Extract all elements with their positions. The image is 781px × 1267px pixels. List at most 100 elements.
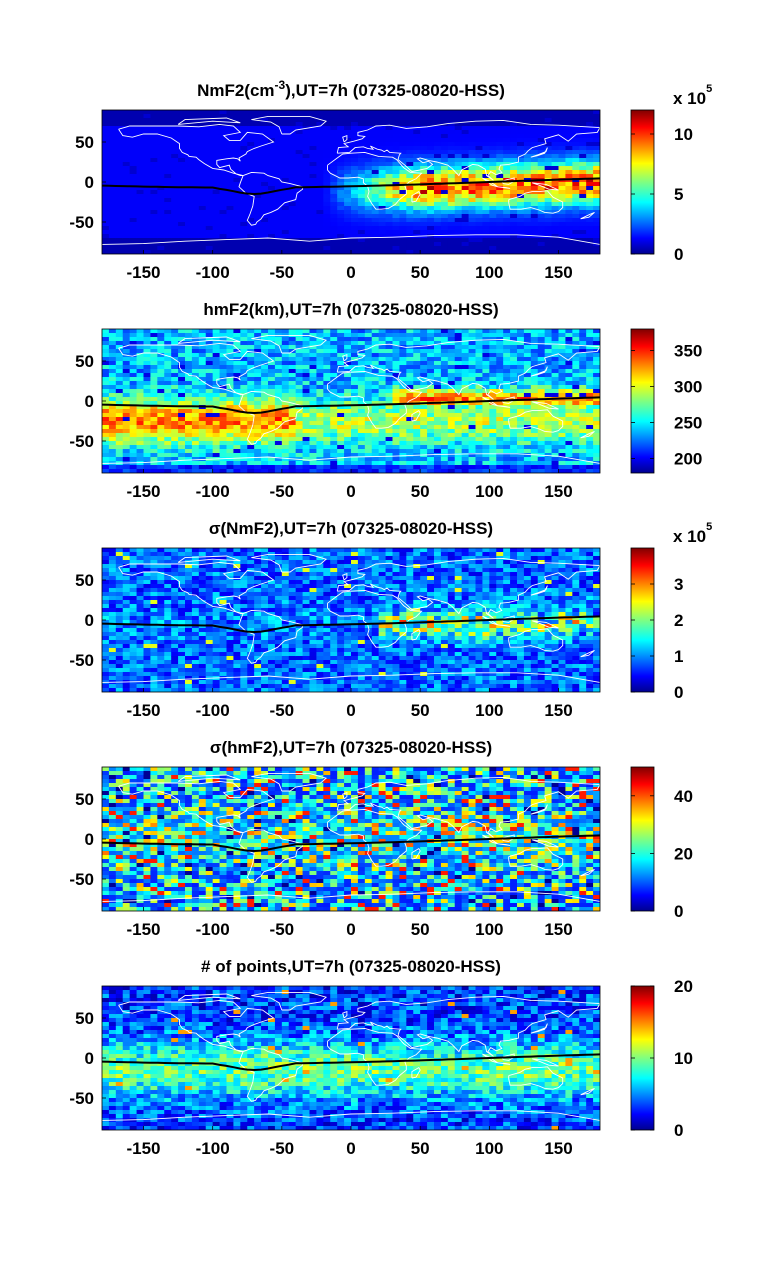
heatmap-cell — [399, 421, 407, 426]
heatmap-cell — [364, 397, 373, 402]
heatmap-cell — [385, 389, 393, 394]
heatmap-cell — [461, 226, 469, 231]
heatmap-cell — [593, 246, 600, 251]
heatmap-cell — [371, 178, 380, 183]
heatmap-cell — [503, 130, 511, 135]
heatmap-cell — [420, 393, 428, 398]
heatmap-cell — [440, 146, 449, 151]
heatmap-cell — [212, 126, 220, 131]
heatmap-cell — [364, 437, 373, 442]
heatmap-cell — [530, 242, 539, 247]
heatmap-cell — [523, 441, 532, 446]
heatmap-cell — [102, 154, 110, 159]
heatmap-cell — [288, 142, 297, 147]
heatmap-cell — [351, 174, 359, 179]
heatmap-cell — [108, 214, 117, 219]
coastline — [580, 211, 595, 220]
heatmap-cell — [586, 230, 594, 235]
heatmap-cell — [551, 142, 559, 147]
heatmap-cell — [316, 413, 324, 418]
heatmap-cell — [385, 381, 393, 386]
heatmap-cell — [371, 377, 380, 382]
heatmap-cell — [523, 437, 532, 442]
heatmap-cell — [136, 341, 144, 346]
heatmap-cell — [295, 433, 303, 438]
heatmap-cell — [454, 413, 463, 418]
heatmap-cell — [261, 401, 269, 406]
heatmap-cell — [447, 222, 456, 227]
heatmap-cell — [357, 218, 366, 223]
heatmap-cell — [420, 206, 428, 211]
heatmap-cell — [247, 385, 255, 390]
heatmap-cell — [530, 333, 539, 338]
heatmap-cell — [171, 242, 179, 247]
heatmap-cell — [281, 433, 290, 438]
heatmap-cell — [523, 110, 532, 115]
heatmap-cell — [392, 222, 400, 227]
heatmap-cell — [558, 186, 566, 191]
heatmap-cell — [482, 349, 490, 354]
panel-title: NmF2(cm-3),UT=7h (07325-08020-HSS) — [197, 78, 505, 100]
heatmap-cell — [115, 417, 124, 422]
heatmap-cell — [523, 218, 532, 223]
heatmap-cell — [323, 226, 331, 231]
heatmap-cell — [392, 405, 400, 410]
heatmap-cell — [406, 194, 414, 199]
heatmap-cell — [434, 238, 442, 243]
heatmap-cell — [489, 126, 497, 131]
heatmap-cell — [143, 457, 151, 462]
heatmap-cell — [413, 345, 421, 350]
heatmap-cell — [551, 126, 559, 131]
heatmap-cell — [503, 250, 511, 254]
heatmap-cell — [219, 353, 227, 358]
heatmap-cell — [413, 337, 421, 342]
heatmap-cell — [178, 365, 186, 370]
heatmap-cell — [468, 150, 476, 155]
heatmap-cell — [219, 433, 227, 438]
heatmap-cell — [378, 138, 386, 143]
heatmap-cell — [427, 337, 435, 342]
heatmap-cell — [309, 174, 317, 179]
heatmap-cell — [489, 122, 497, 127]
heatmap-cell — [295, 210, 303, 215]
heatmap-cell — [427, 138, 435, 143]
heatmap-cell — [392, 433, 400, 438]
heatmap-cell — [364, 465, 373, 470]
heatmap-cell — [261, 337, 269, 342]
heatmap-cell — [185, 226, 193, 231]
heatmap-cell — [406, 369, 414, 374]
heatmap-cell — [517, 417, 525, 422]
heatmap-cell — [102, 393, 110, 398]
heatmap-cell — [102, 465, 110, 470]
heatmap-cell — [537, 361, 546, 366]
heatmap-cell — [482, 445, 490, 450]
heatmap-cell — [440, 373, 449, 378]
heatmap-cell — [115, 345, 124, 350]
heatmap-cell — [261, 333, 269, 338]
heatmap-cell — [434, 393, 442, 398]
heatmap-cell — [572, 174, 580, 179]
heatmap-cell — [461, 465, 469, 470]
heatmap-cell — [323, 369, 331, 374]
heatmap-cell — [523, 369, 532, 374]
heatmap-cell — [171, 469, 179, 473]
heatmap-cell — [482, 381, 490, 386]
heatmap-cell — [586, 166, 594, 171]
heatmap-cell — [240, 441, 248, 446]
heatmap-cell — [129, 250, 137, 254]
heatmap-cell — [143, 421, 151, 426]
heatmap-cell — [115, 341, 124, 346]
heatmap-cell — [185, 409, 193, 414]
heatmap-cell — [475, 369, 483, 374]
heatmap-cell — [274, 345, 283, 350]
heatmap-cell — [191, 345, 200, 350]
heatmap-cell — [122, 409, 131, 414]
heatmap-cell — [586, 122, 594, 127]
heatmap-cell — [537, 425, 546, 430]
heatmap-cell — [268, 238, 276, 243]
heatmap-cell — [102, 381, 110, 386]
heatmap-cell — [371, 250, 380, 254]
heatmap-cell — [461, 206, 469, 211]
heatmap-cell — [115, 178, 124, 183]
heatmap-cell — [171, 166, 179, 171]
